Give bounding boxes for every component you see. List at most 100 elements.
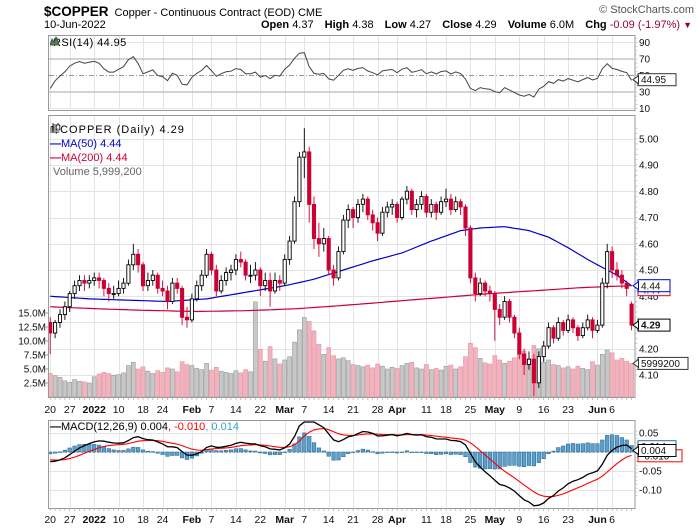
- low-value: 4.27: [409, 19, 432, 31]
- svg-text:12.5M: 12.5M: [18, 323, 46, 334]
- price-legend: $COPPER (Daily) 4.29 —MA(50) 4.44 —MA(20…: [50, 123, 185, 179]
- svg-text:4.10: 4.10: [639, 371, 659, 382]
- svg-text:27: 27: [64, 514, 76, 526]
- ma50-legend-row: —MA(50) 4.44: [50, 137, 185, 151]
- svg-text:90: 90: [639, 38, 651, 49]
- svg-text:6: 6: [609, 514, 615, 526]
- ma50-legend-label: MA(50) 4.44: [61, 138, 122, 150]
- svg-text:15.0M: 15.0M: [18, 309, 46, 320]
- svg-text:4.70: 4.70: [639, 213, 659, 224]
- svg-text:10.0M: 10.0M: [18, 337, 46, 348]
- chg-value: -0.09 (-1.97%): [609, 19, 681, 31]
- svg-text:18: 18: [137, 514, 149, 526]
- chart-subtitle: Copper - Continuous Contract (EOD) CME: [114, 7, 323, 19]
- svg-text:Apr: Apr: [388, 514, 406, 526]
- svg-text:2022: 2022: [82, 514, 106, 526]
- volume-legend-row: Volume 5,999,200: [50, 124, 185, 179]
- svg-text:30: 30: [639, 88, 651, 99]
- svg-text:10: 10: [639, 104, 651, 115]
- svg-text:4.90: 4.90: [639, 161, 659, 172]
- macd-signal-legend-value: , -0.010: [168, 421, 206, 433]
- ma200-line-icon: —: [50, 152, 61, 164]
- ohlc-quote: Open 4.37 High 4.38 Low 4.27 Close 4.29 …: [253, 19, 692, 31]
- macd-legend: —MACD(12,26,9) 0.004, -0.010, 0.014: [50, 420, 239, 434]
- svg-text:70: 70: [639, 55, 651, 66]
- svg-text:27: 27: [64, 404, 76, 416]
- svg-text:16: 16: [538, 514, 550, 526]
- svg-text:22: 22: [254, 404, 266, 416]
- svg-text:4.80: 4.80: [639, 187, 659, 198]
- svg-text:11: 11: [421, 514, 432, 526]
- volume-legend-label: Volume 5,999,200: [53, 166, 142, 178]
- svg-text:23: 23: [562, 514, 574, 526]
- svg-text:0.004: 0.004: [641, 446, 666, 457]
- svg-text:25: 25: [465, 404, 477, 416]
- svg-text:Mar: Mar: [275, 514, 294, 526]
- rsi-legend-label: RSI(14) 44.95: [53, 37, 127, 49]
- svg-text:10: 10: [113, 514, 125, 526]
- svg-text:6: 6: [609, 404, 615, 416]
- quote-date: 10-Jun-2022: [44, 19, 106, 31]
- macd-hist-legend-value: , 0.014: [205, 421, 239, 433]
- svg-text:10: 10: [113, 404, 125, 416]
- svg-text:11: 11: [421, 404, 432, 416]
- rsi-legend: RSI(14) 44.95: [50, 36, 127, 50]
- close-value: 4.29: [475, 19, 497, 31]
- svg-text:2022: 2022: [82, 404, 106, 416]
- svg-text:4.44: 4.44: [641, 281, 661, 292]
- svg-text:7.5M: 7.5M: [24, 351, 46, 362]
- svg-text:Feb: Feb: [183, 404, 202, 416]
- svg-text:-0.05: -0.05: [639, 467, 662, 478]
- ma200-legend-row: —MA(200) 4.44: [50, 151, 185, 165]
- svg-text:4.50: 4.50: [639, 266, 659, 277]
- svg-text:14: 14: [230, 514, 242, 526]
- svg-text:21: 21: [347, 514, 359, 526]
- svg-text:2.5M: 2.5M: [24, 379, 46, 390]
- macd-legend-value: MACD(12,26,9) 0.004: [61, 421, 168, 433]
- svg-text:24: 24: [157, 404, 169, 416]
- svg-text:25: 25: [465, 514, 477, 526]
- chart-header: $COPPER Copper - Continuous Contract (EOD…: [44, 3, 694, 19]
- svg-text:4.29: 4.29: [641, 321, 661, 332]
- svg-text:May: May: [485, 514, 506, 526]
- svg-text:14: 14: [230, 404, 242, 416]
- open-label: Open: [261, 19, 290, 31]
- svg-text:Feb: Feb: [183, 514, 202, 526]
- chg-label: Chg: [585, 19, 607, 31]
- high-label: High: [324, 19, 350, 31]
- svg-text:0.05: 0.05: [639, 429, 659, 440]
- volume-label: Volume: [507, 19, 547, 31]
- copyright: © StockCharts.com: [599, 4, 694, 16]
- svg-text:Jun: Jun: [588, 404, 607, 416]
- svg-text:Jun: Jun: [588, 514, 607, 526]
- svg-text:28: 28: [372, 514, 384, 526]
- svg-text:7: 7: [301, 514, 307, 526]
- svg-text:20: 20: [44, 404, 56, 416]
- high-value: 4.38: [352, 19, 374, 31]
- svg-text:5.0M: 5.0M: [24, 365, 46, 376]
- svg-text:16: 16: [538, 404, 550, 416]
- svg-text:20: 20: [44, 514, 56, 526]
- svg-text:Apr: Apr: [388, 404, 406, 416]
- symbol: $COPPER: [44, 4, 109, 19]
- close-label: Close: [442, 19, 473, 31]
- price-legend-label: $COPPER (Daily) 4.29: [53, 124, 185, 136]
- chg-down-arrow-icon: ▼: [683, 20, 692, 30]
- svg-text:9: 9: [516, 404, 522, 416]
- open-value: 4.37: [292, 19, 314, 31]
- svg-text:14: 14: [323, 514, 335, 526]
- svg-text:7: 7: [301, 404, 307, 416]
- svg-text:9: 9: [516, 514, 522, 526]
- svg-text:28: 28: [372, 404, 384, 416]
- svg-text:24: 24: [157, 514, 169, 526]
- svg-text:4.20: 4.20: [639, 344, 659, 355]
- low-label: Low: [384, 19, 407, 31]
- svg-text:18: 18: [440, 514, 452, 526]
- svg-text:5.00: 5.00: [639, 134, 659, 145]
- ma200-legend-label: MA(200) 4.44: [61, 152, 128, 164]
- svg-text:-0.10: -0.10: [639, 486, 662, 497]
- svg-text:23: 23: [562, 404, 574, 416]
- svg-text:18: 18: [137, 404, 149, 416]
- svg-text:44.95: 44.95: [641, 75, 666, 86]
